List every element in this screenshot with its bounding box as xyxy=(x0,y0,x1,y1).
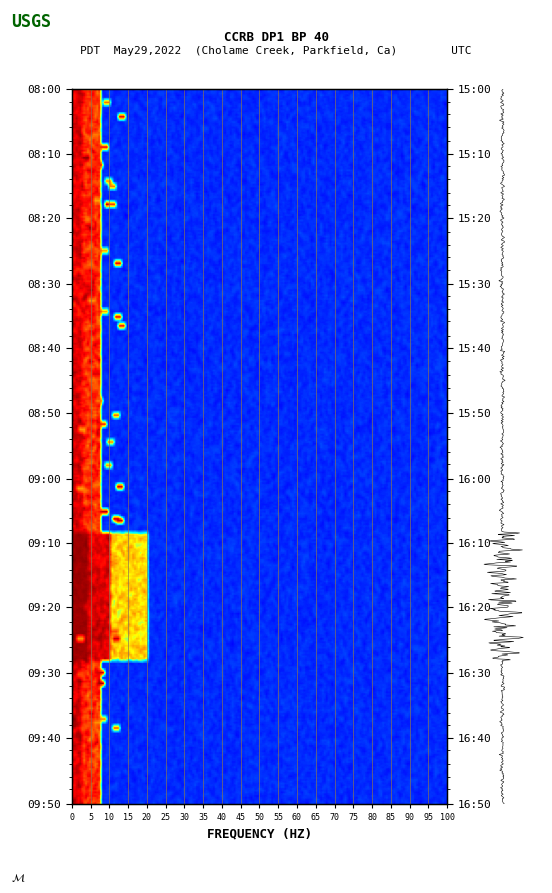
Text: USGS: USGS xyxy=(11,13,51,31)
Text: $\mathcal{M}$: $\mathcal{M}$ xyxy=(11,872,25,884)
Text: PDT  May29,2022  (Cholame Creek, Parkfield, Ca)        UTC: PDT May29,2022 (Cholame Creek, Parkfield… xyxy=(80,46,472,56)
X-axis label: FREQUENCY (HZ): FREQUENCY (HZ) xyxy=(207,827,312,840)
Text: CCRB DP1 BP 40: CCRB DP1 BP 40 xyxy=(224,31,328,45)
